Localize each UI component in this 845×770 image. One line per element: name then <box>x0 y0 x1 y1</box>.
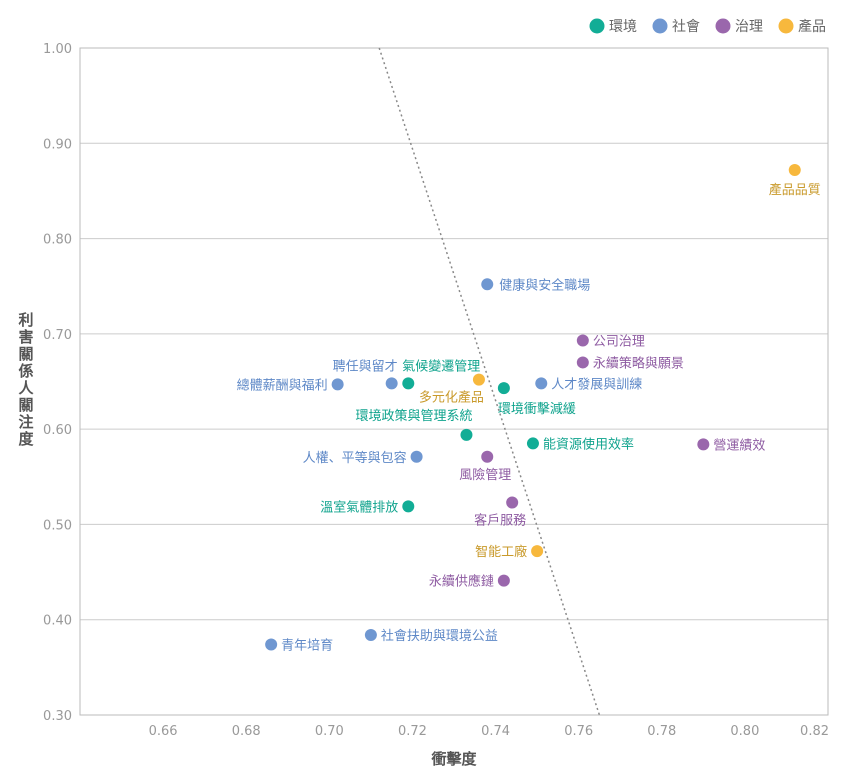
point-label: 客戶服務 <box>474 513 526 529</box>
y-axis-ticks: 0.30 0.40 0.50 0.60 0.70 0.80 0.90 1.00 <box>43 42 72 724</box>
x-tick-label: 0.82 <box>800 724 829 739</box>
data-point <box>402 377 415 390</box>
plot-frame <box>79 47 829 716</box>
point-label: 人才發展與訓練 <box>551 376 642 392</box>
legend: 環境 社會 治理 產品 <box>589 18 826 35</box>
y-tick-label: 0.50 <box>43 518 72 533</box>
legend-item: 產品 <box>798 18 826 35</box>
legend-swatch <box>778 18 794 34</box>
data-point <box>531 545 544 558</box>
data-point <box>506 496 519 509</box>
y-tick-label: 0.60 <box>43 423 72 438</box>
point-label: 公司治理 <box>593 335 645 350</box>
point-label: 產品品質 <box>769 182 821 198</box>
point-label: 環境政策與管理系統 <box>355 408 472 424</box>
legend-swatch <box>715 18 731 34</box>
point-label: 氣候變遷管理 <box>402 358 480 374</box>
y-tick-label: 0.80 <box>43 233 72 248</box>
point-label: 總體薪酬與福利 <box>237 377 328 393</box>
point-label: 多元化產品 <box>419 390 484 406</box>
point-label: 聘任與留才 <box>333 359 398 374</box>
legend-item: 治理 <box>735 19 763 35</box>
point-label: 人權、平等與包容 <box>303 450 407 466</box>
y-tick-label: 0.90 <box>43 137 72 152</box>
x-tick-label: 0.78 <box>647 724 676 739</box>
data-point <box>265 638 278 651</box>
data-point <box>576 334 589 347</box>
x-tick-label: 0.80 <box>730 724 759 739</box>
data-point <box>535 377 548 390</box>
grid-lines <box>80 47 828 716</box>
data-point <box>697 438 710 451</box>
data-point <box>410 450 423 463</box>
x-axis-ticks: 0.66 0.68 0.70 0.72 0.74 0.76 0.78 0.80 0.82 <box>149 724 829 739</box>
threshold-line <box>378 47 601 716</box>
data-point <box>481 278 494 291</box>
data-point <box>402 500 415 513</box>
y-tick-label: 0.30 <box>43 709 72 724</box>
data-point <box>364 628 377 641</box>
point-label: 溫室氣體排放 <box>320 499 398 515</box>
data-point <box>526 437 539 450</box>
data-point <box>497 574 510 587</box>
legend-swatch <box>652 18 668 34</box>
y-tick-label: 0.40 <box>43 614 72 629</box>
point-label: 永續策略與願景 <box>593 355 684 371</box>
point-label: 社會扶助與環境公益 <box>381 628 498 644</box>
point-label: 環境衝擊減緩 <box>498 401 576 417</box>
data-point <box>385 377 398 390</box>
point-label: 青年培育 <box>281 637 333 653</box>
point-label: 營運績效 <box>713 438 765 453</box>
data-point <box>576 356 589 369</box>
y-axis-title: 利害關係人關注度 <box>18 311 34 448</box>
x-tick-label: 0.70 <box>315 724 344 739</box>
x-axis-title: 衝擊度 <box>430 750 477 768</box>
x-tick-label: 0.68 <box>232 724 261 739</box>
point-label: 智能工廠 <box>475 544 527 560</box>
point-label: 風險管理 <box>459 468 511 483</box>
x-tick-label: 0.72 <box>398 724 427 739</box>
legend-item: 環境 <box>609 19 637 35</box>
legend-swatch <box>589 18 605 34</box>
point-label: 能資源使用效率 <box>543 436 634 452</box>
y-tick-label: 1.00 <box>43 42 72 57</box>
x-tick-label: 0.74 <box>481 724 510 739</box>
y-tick-label: 0.70 <box>43 328 72 343</box>
x-tick-label: 0.76 <box>564 724 593 739</box>
data-point <box>460 428 473 441</box>
legend-item: 社會 <box>672 19 700 35</box>
data-point <box>331 378 344 391</box>
data-point <box>788 163 801 176</box>
x-tick-label: 0.66 <box>149 724 178 739</box>
point-label: 健康與安全職場 <box>499 277 590 293</box>
data-point <box>472 373 485 386</box>
point-label: 永續供應鏈 <box>429 574 494 590</box>
data-point <box>497 382 510 395</box>
data-point <box>481 450 494 463</box>
